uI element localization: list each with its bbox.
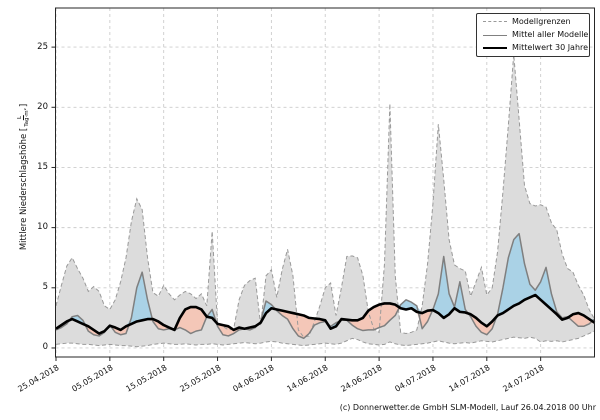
y-axis-label: Mittlere Niederschlagshöhe [ L Tag·m² ] bbox=[17, 104, 31, 250]
area-below-30y-mean bbox=[56, 295, 595, 339]
solid-gray-line-icon bbox=[483, 34, 507, 36]
area-above-30y-mean bbox=[56, 233, 595, 334]
dashed-gray-line-icon bbox=[483, 21, 507, 23]
legend-item-mittelwert-30-jahre: Mittelwert 30 Jahre bbox=[477, 42, 589, 55]
y-axis-label-text: Mittlere Niederschlagshöhe [ bbox=[18, 127, 29, 251]
model-min-line bbox=[55, 330, 595, 348]
model-range-band bbox=[56, 54, 595, 347]
legend: Modellgrenzen Mittel aller Modelle Mitte… bbox=[476, 13, 590, 57]
legend-item-modellgrenzen: Modellgrenzen bbox=[477, 15, 589, 28]
legend-label: Modellgrenzen bbox=[512, 16, 571, 26]
legend-label: Mittelwert 30 Jahre bbox=[512, 43, 589, 53]
legend-item-mittel-aller-modelle: Mittel aller Modelle bbox=[477, 29, 589, 42]
copyright-caption: (c) Donnerwetter.de GmbH SLM-Modell, Lau… bbox=[339, 403, 596, 412]
unit-denominator: Tag·m² bbox=[24, 108, 31, 127]
y-axis-label-bracket: ] bbox=[18, 103, 29, 108]
y-axis-unit-fraction: L Tag·m² bbox=[17, 108, 31, 127]
solid-black-line-icon bbox=[483, 47, 507, 50]
mean-30y-line bbox=[55, 293, 596, 335]
model-max-line bbox=[55, 54, 595, 338]
legend-label: Mittel aller Modelle bbox=[512, 30, 589, 39]
